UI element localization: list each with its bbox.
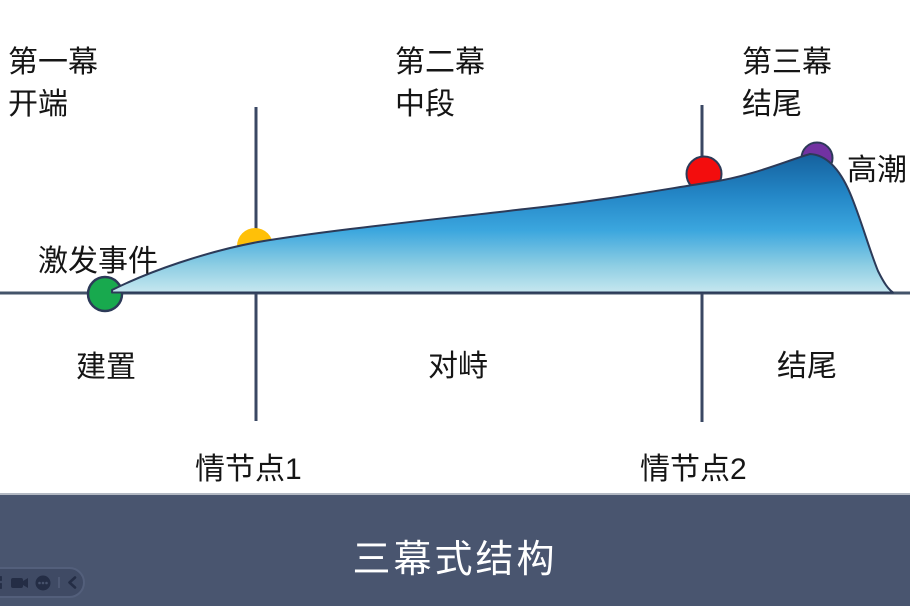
act1-heading: 第一幕 开端 xyxy=(8,42,98,126)
inciting-incident-dot xyxy=(86,275,124,313)
toolbar-divider xyxy=(58,577,60,588)
act1-title: 第一幕 xyxy=(8,46,98,79)
inciting-incident-label: 激发事件 xyxy=(38,245,158,278)
stage-setup-label: 建置 xyxy=(76,351,136,384)
stage-resolution-label: 结尾 xyxy=(777,350,837,383)
slide-title: 三幕式结构 xyxy=(352,539,558,581)
act3-title: 第三幕 xyxy=(742,46,832,79)
plot-point-2-label: 情节点2 xyxy=(640,453,747,486)
act3-subtitle: 结尾 xyxy=(742,88,802,121)
act2-heading: 第二幕 中段 xyxy=(395,42,485,126)
act2-title: 第二幕 xyxy=(395,46,485,79)
presenter-controls-toolbar[interactable] xyxy=(0,567,85,598)
act2-subtitle: 中段 xyxy=(395,88,455,121)
chevron-left-icon[interactable] xyxy=(67,576,77,589)
pen-icon[interactable] xyxy=(0,576,4,589)
climax-label: 高潮 xyxy=(847,154,907,187)
more-icon[interactable] xyxy=(35,575,51,591)
tension-arc-shape xyxy=(111,153,894,294)
plot-point-1-label: 情节点1 xyxy=(195,453,302,486)
act3-heading: 第三幕 结尾 xyxy=(742,42,832,126)
slide-title-banner: 三幕式结构 xyxy=(0,493,910,606)
story-arc-diagram xyxy=(0,105,910,422)
act1-subtitle: 开端 xyxy=(8,88,68,121)
stage-confrontation-label: 对峙 xyxy=(428,350,488,383)
camera-icon[interactable] xyxy=(11,577,28,589)
